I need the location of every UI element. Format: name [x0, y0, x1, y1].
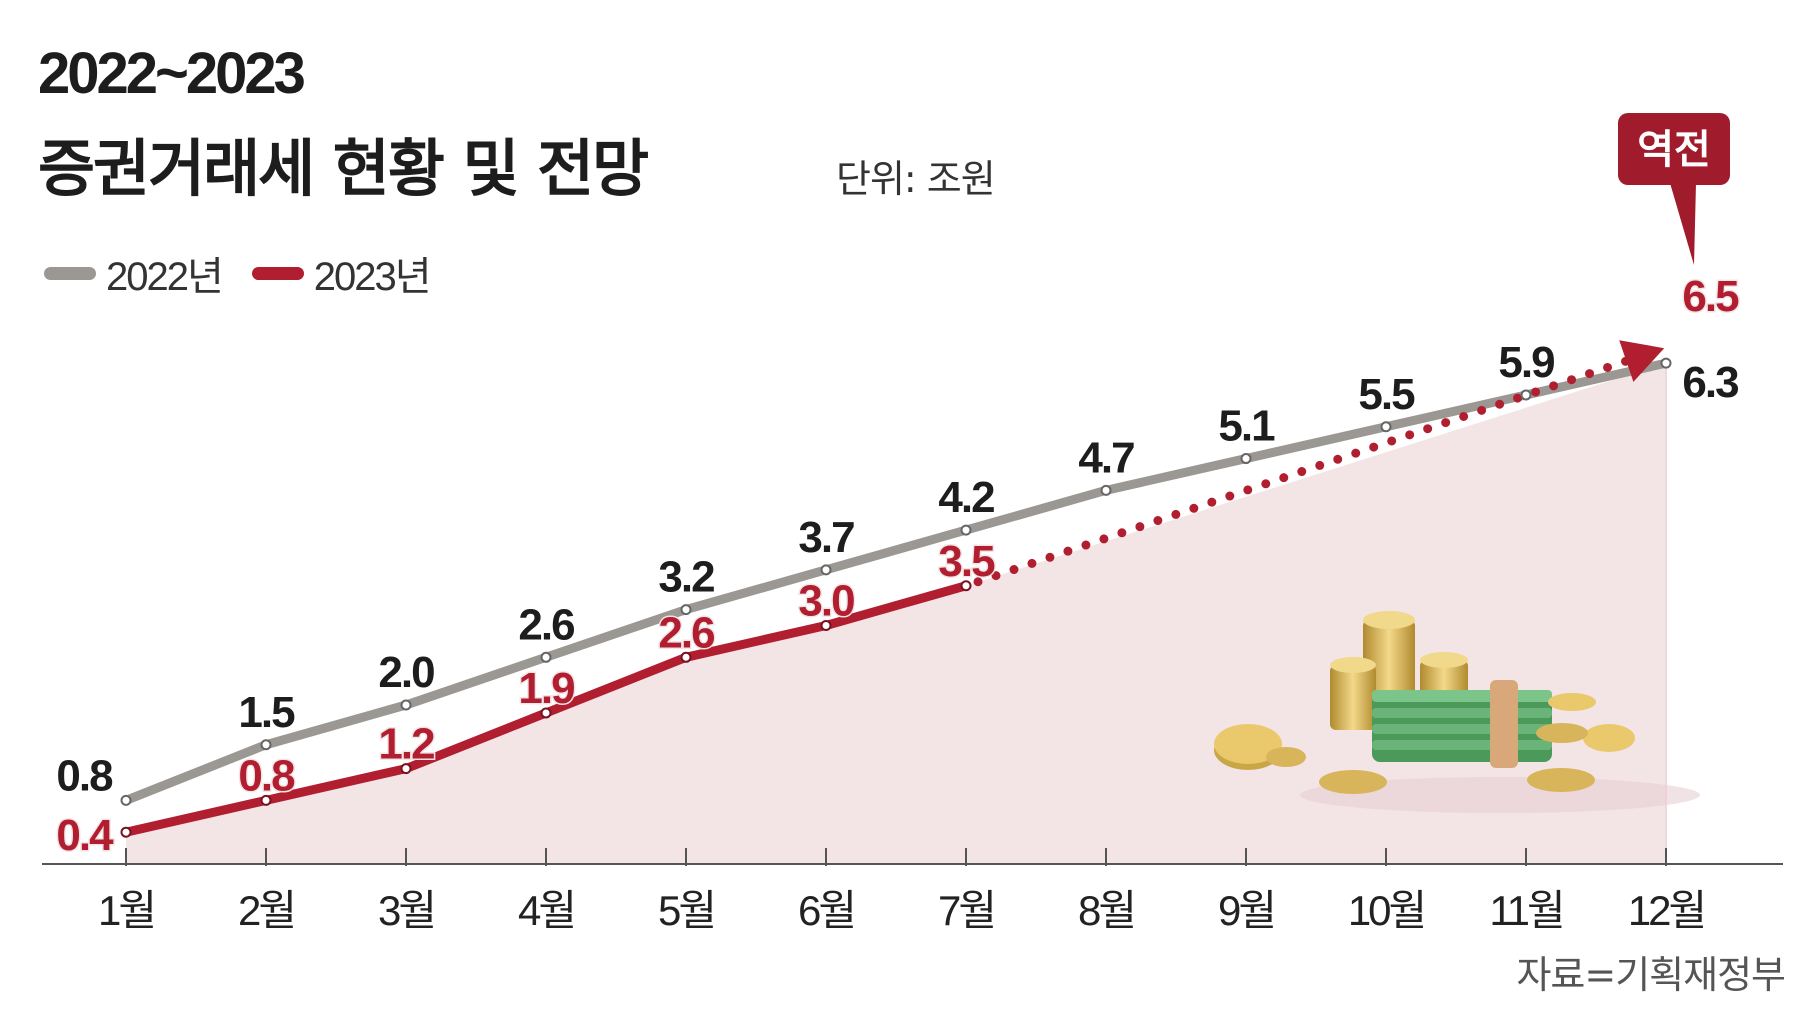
- projection-arrowhead: [1619, 340, 1665, 382]
- point-2022: [120, 794, 132, 806]
- value-label-2022: 0.8: [56, 751, 113, 800]
- area-fill-2023: [126, 363, 1666, 864]
- point-2022: [260, 739, 272, 751]
- page-title: 증권거래세 현황 및 전망: [38, 132, 649, 205]
- x-tick-label: 3월: [378, 887, 434, 934]
- x-tick-label: 10월: [1348, 887, 1424, 934]
- cash-bundle-icon: [1372, 680, 1552, 768]
- money-illustration: [1214, 611, 1700, 813]
- value-label-2023: 6.5: [1682, 272, 1739, 321]
- value-label-2023: 3.5: [938, 537, 995, 586]
- value-label-2022: 6.3: [1682, 358, 1738, 407]
- value-label-2023: 1.9: [518, 664, 574, 713]
- legend-swatch-2023: [251, 266, 304, 280]
- x-tick-label: 5월: [658, 887, 714, 934]
- point-2023: [960, 580, 972, 592]
- unit-label: 단위: 조원: [836, 157, 996, 201]
- value-label-2022: 2.6: [518, 600, 574, 649]
- callout-label: 역전: [1637, 127, 1711, 173]
- x-tick-label: 9월: [1218, 887, 1274, 934]
- x-tick-label: 6월: [798, 887, 854, 934]
- x-tick-label: 8월: [1078, 887, 1134, 934]
- value-label-2022: 3.2: [658, 553, 714, 602]
- source-note: 자료=기획재정부: [1516, 953, 1786, 997]
- value-label-2022: 5.5: [1358, 370, 1415, 419]
- value-label-2022: 2.0: [378, 648, 434, 697]
- point-2022: [960, 524, 972, 536]
- value-label-2022: 4.7: [1078, 433, 1134, 482]
- callout-box: [1618, 113, 1730, 185]
- value-label-2023: 0.8: [238, 751, 295, 800]
- point-2023: [260, 794, 272, 806]
- callout-pointer: [1670, 183, 1696, 265]
- point-2022: [820, 564, 832, 576]
- legend-swatch-2022: [44, 266, 96, 280]
- value-label-2022: 1.5: [238, 688, 295, 737]
- title-years: 2022~2023: [38, 41, 306, 106]
- value-label-2022: 5.1: [1218, 402, 1275, 451]
- point-2022: [1660, 357, 1672, 369]
- value-label-2023: 1.2: [378, 720, 434, 769]
- value-label-2023: 2.6: [658, 608, 714, 657]
- point-2022: [680, 604, 692, 616]
- point-2023: [120, 826, 132, 838]
- point-2023: [820, 620, 832, 631]
- x-tick-label: 12월: [1628, 887, 1704, 934]
- point-2022: [1380, 421, 1392, 433]
- point-2022: [1240, 453, 1252, 465]
- point-2023: [540, 707, 552, 719]
- x-tick-label: 4월: [518, 887, 574, 934]
- value-label-2022: 3.7: [798, 513, 854, 562]
- legend-label-2023: 2023년: [313, 255, 432, 299]
- value-label-2022: 4.2: [938, 473, 994, 522]
- point-2022: [1100, 484, 1112, 496]
- value-label-2023: 3.0: [798, 577, 854, 626]
- point-2023: [400, 763, 412, 775]
- point-2022: [400, 699, 412, 711]
- value-label-2022: 5.9: [1498, 338, 1554, 387]
- legend: 2022년 2023년: [44, 248, 460, 299]
- coin-icon: [1214, 693, 1635, 794]
- value-label-2023: 0.4: [56, 811, 114, 860]
- legend-item-2023: 2023년: [251, 244, 432, 302]
- x-tick-label: 1월: [98, 887, 154, 934]
- x-tick-label: 11월: [1489, 887, 1562, 934]
- legend-label-2022: 2022년: [106, 255, 224, 299]
- point-2022: [1520, 389, 1532, 401]
- projection-line-2023: [973, 354, 1637, 587]
- x-tick-label: 2월: [238, 887, 294, 934]
- series-line-2022: [121, 358, 1671, 805]
- point-2023: [680, 651, 692, 663]
- legend-item-2022: 2022년: [44, 244, 224, 302]
- x-tick-label: 7월: [938, 887, 994, 934]
- point-2022: [540, 651, 552, 663]
